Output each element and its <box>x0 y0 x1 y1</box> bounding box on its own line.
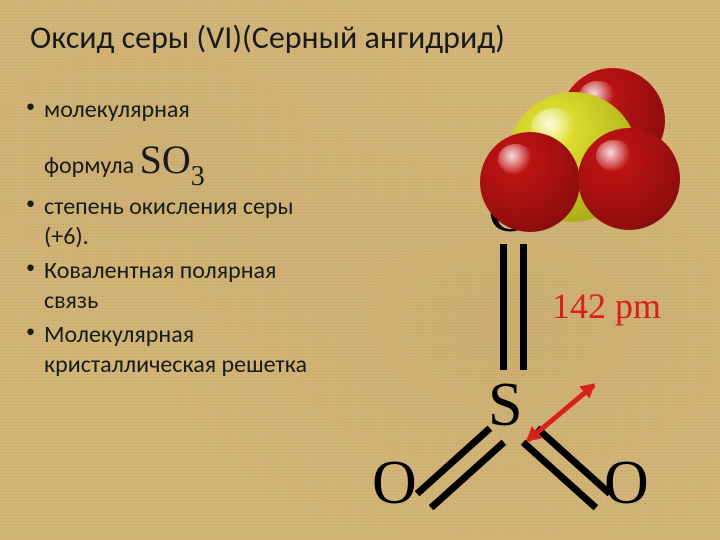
bullet-formula-line2: формула SO3 <box>44 135 332 188</box>
bullet-list: молекулярная формула SO3 степень окислен… <box>22 95 332 384</box>
slide-title: Оксид серы (VI)(Серный ангидрид) <box>30 18 710 57</box>
formula-prefix: формула <box>44 151 140 180</box>
bullet-oxidation: степень окисления серы (+6). <box>22 192 332 252</box>
bullet-formula: молекулярная формула SO3 <box>22 95 332 188</box>
formula-main: SO <box>140 137 191 182</box>
atom-s-center: S <box>488 370 522 441</box>
atom-o-left: O <box>372 448 417 519</box>
oxygen-atom-right <box>578 128 680 230</box>
formula-subscript: 3 <box>191 161 205 192</box>
bond-top-1 <box>500 244 507 370</box>
atom-o-right: O <box>604 448 649 519</box>
bond-length-arrow <box>526 383 595 442</box>
bullet-bond-type: Ковалентная полярная связь <box>22 256 332 316</box>
bullet-formula-line1: молекулярная <box>44 95 332 125</box>
bond-length-label: 142 pm <box>552 285 661 327</box>
oxygen-atom-left <box>480 132 580 232</box>
bond-top-2 <box>520 244 527 370</box>
molecule-3d-model <box>490 70 690 230</box>
bullet-lattice: Молекулярная кристаллическая решетка <box>22 320 332 380</box>
